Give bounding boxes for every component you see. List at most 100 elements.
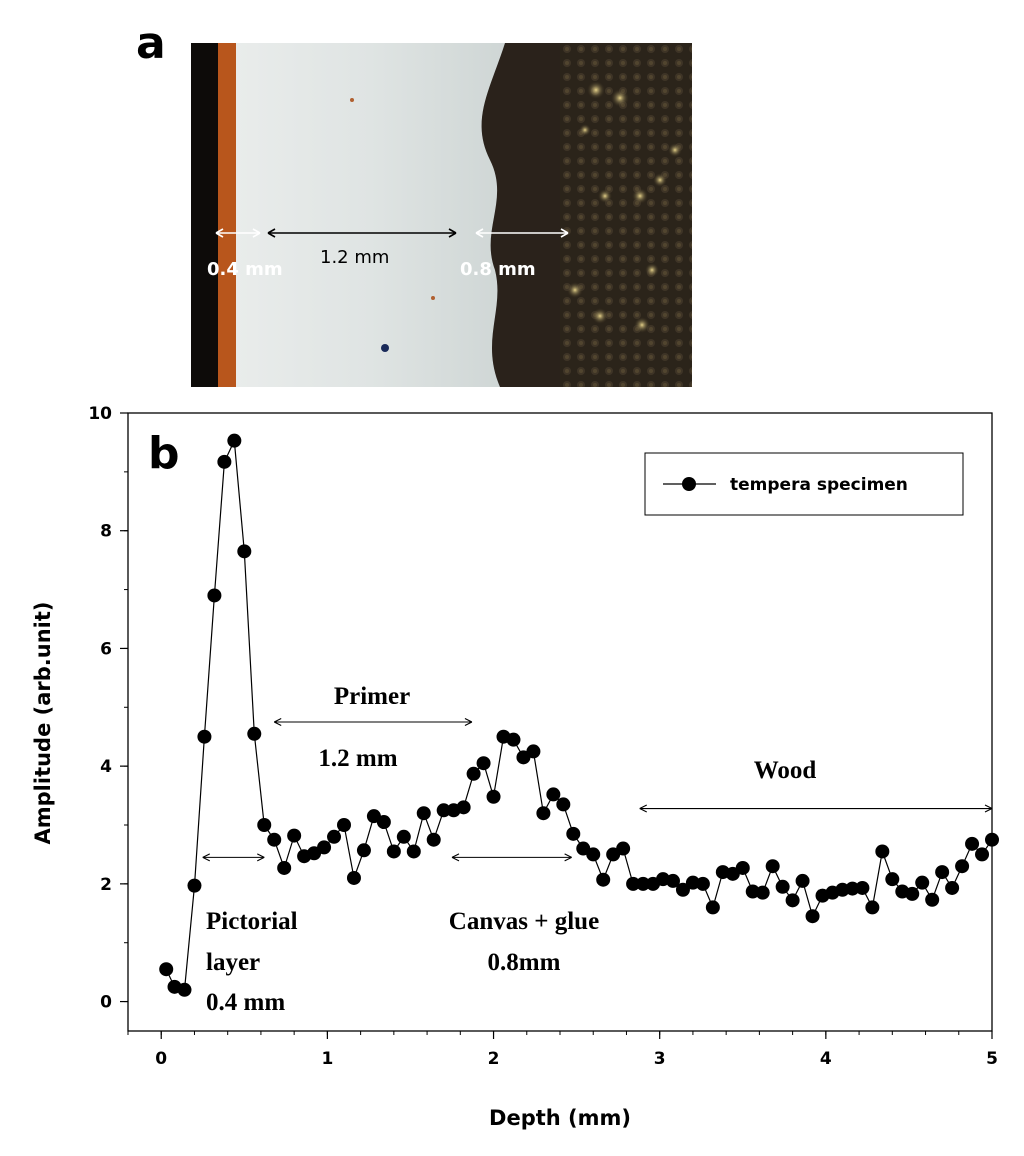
legend-marker bbox=[682, 477, 696, 491]
data-point bbox=[755, 885, 770, 900]
x-tick-label: 4 bbox=[820, 1049, 832, 1069]
legend: tempera specimen bbox=[644, 452, 964, 516]
data-point bbox=[406, 844, 421, 859]
data-point bbox=[855, 880, 870, 895]
data-point bbox=[925, 892, 940, 907]
data-point bbox=[845, 881, 860, 896]
data-point bbox=[546, 787, 561, 802]
x-tick-label: 1 bbox=[321, 1049, 333, 1069]
data-point bbox=[386, 844, 401, 859]
data-point bbox=[805, 909, 820, 924]
data-point bbox=[536, 806, 551, 821]
y-tick-label: 10 bbox=[88, 404, 112, 424]
data-point bbox=[985, 832, 999, 847]
data-point bbox=[675, 882, 690, 897]
data-point bbox=[247, 726, 262, 741]
data-point bbox=[197, 729, 212, 744]
panel-b-label: b bbox=[148, 428, 180, 479]
annotation-arrows bbox=[202, 718, 993, 862]
data-point bbox=[665, 873, 680, 888]
data-point bbox=[955, 859, 970, 874]
data-point bbox=[885, 872, 900, 887]
data-point bbox=[159, 962, 174, 977]
measurement-arrows bbox=[215, 228, 569, 238]
data-point bbox=[775, 879, 790, 894]
x-axis-title: Depth (mm) bbox=[489, 1106, 631, 1130]
data-point bbox=[476, 756, 491, 771]
primer-annotation-title: Primer bbox=[334, 683, 410, 710]
series-tempera-specimen bbox=[159, 433, 999, 997]
data-point bbox=[456, 800, 471, 815]
data-point bbox=[636, 876, 651, 891]
axis-ticks: 0 1 2 3 4 5 0 2 4 6 8 10 bbox=[88, 404, 998, 1069]
data-point bbox=[337, 818, 351, 832]
data-point bbox=[596, 872, 611, 887]
primer-region bbox=[236, 43, 505, 387]
data-point bbox=[975, 847, 990, 862]
data-point bbox=[875, 844, 890, 859]
canvas-annotation-title: Canvas + glue bbox=[449, 908, 599, 935]
primer-annotation-thickness: 1.2 mm bbox=[318, 745, 397, 772]
canvas-annotation-thickness: 0.8mm bbox=[488, 949, 561, 976]
data-point bbox=[795, 873, 810, 888]
x-tick-label: 3 bbox=[654, 1049, 666, 1069]
data-point bbox=[556, 797, 571, 812]
data-point bbox=[416, 806, 431, 821]
data-point bbox=[466, 766, 481, 781]
pictorial-layer-region bbox=[218, 43, 236, 387]
pictorial-annotation-line1: Pictorial bbox=[206, 908, 298, 935]
data-point bbox=[217, 454, 232, 469]
data-point bbox=[376, 815, 391, 830]
data-point bbox=[765, 859, 780, 874]
pictorial-arrowheads bbox=[202, 853, 265, 862]
data-point bbox=[346, 870, 361, 885]
x-tick-label: 0 bbox=[155, 1049, 167, 1069]
y-tick-label: 4 bbox=[100, 757, 112, 777]
legend-label: tempera specimen bbox=[730, 475, 908, 495]
data-point bbox=[965, 836, 980, 851]
primer-arrowheads bbox=[273, 718, 473, 726]
data-point bbox=[616, 841, 631, 856]
pictorial-annotation-line2: layer bbox=[206, 949, 260, 976]
pictorial-annotation-thickness: 0.4 mm bbox=[206, 989, 285, 1016]
y-tick-label: 8 bbox=[100, 522, 112, 542]
data-point bbox=[705, 900, 720, 915]
data-point bbox=[526, 744, 541, 759]
pictorial-thickness-label: 0.4 mm bbox=[207, 259, 283, 280]
y-axis-title: Amplitude (arb.unit) bbox=[31, 601, 55, 844]
canvas-arrowheads bbox=[451, 853, 572, 862]
panel-a-label: a bbox=[136, 18, 166, 69]
canvas-thickness-label: 0.8 mm bbox=[460, 259, 536, 280]
data-point bbox=[356, 843, 371, 858]
data-point bbox=[187, 878, 202, 893]
data-point bbox=[396, 829, 411, 844]
data-point bbox=[227, 433, 242, 448]
data-point bbox=[327, 829, 342, 844]
data-point bbox=[257, 818, 272, 832]
data-point bbox=[905, 886, 920, 901]
canvas-glue-region bbox=[481, 43, 560, 387]
data-point bbox=[486, 789, 501, 804]
wood-annotation-title: Wood bbox=[754, 757, 817, 784]
data-point bbox=[426, 832, 441, 847]
y-tick-label: 6 bbox=[100, 639, 112, 659]
data-point bbox=[237, 544, 252, 559]
x-tick-label: 2 bbox=[488, 1049, 500, 1069]
data-point bbox=[586, 847, 601, 862]
cross-section-micrograph: 0.4 mm 1.2 mm 0.8 mm bbox=[191, 43, 692, 387]
y-tick-label: 2 bbox=[100, 875, 112, 895]
data-point bbox=[915, 875, 930, 890]
data-point bbox=[207, 588, 222, 603]
data-point bbox=[626, 876, 641, 891]
wood-arrowheads bbox=[639, 804, 993, 813]
data-point bbox=[506, 732, 521, 747]
data-point bbox=[317, 840, 332, 855]
data-point bbox=[436, 803, 451, 818]
x-tick-label: 5 bbox=[986, 1049, 998, 1069]
data-point bbox=[695, 876, 710, 891]
data-point bbox=[935, 865, 950, 880]
data-point bbox=[267, 832, 282, 847]
data-point bbox=[735, 860, 750, 875]
data-point bbox=[865, 900, 880, 915]
